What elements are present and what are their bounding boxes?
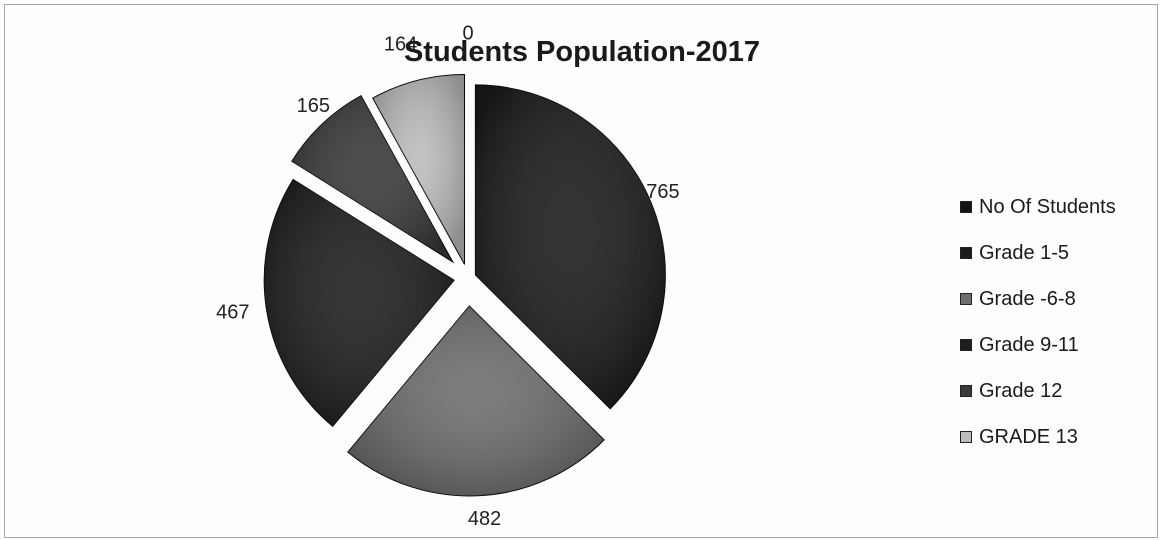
legend-label: Grade -6-8: [979, 287, 1076, 310]
pie-slice-shade-5: [372, 74, 465, 265]
legend-label: Grade 1-5: [979, 241, 1070, 264]
legend-item-1: Grade 1-5: [960, 230, 1116, 276]
pie-slice-shade-3: [264, 179, 455, 427]
legend-swatch-icon: [960, 201, 972, 213]
data-label-3: 467: [216, 301, 249, 323]
data-label-5: 164: [384, 33, 417, 55]
legend-item-5: GRADE 13: [960, 414, 1116, 460]
legend-label: GRADE 13: [979, 425, 1078, 448]
legend-swatch-icon: [960, 339, 972, 351]
legend: No Of Students Grade 1-5 Grade -6-8 Grade 9…: [960, 184, 1116, 460]
pie-slice-shade-1: [475, 84, 666, 409]
data-label-4: 165: [297, 95, 330, 117]
pie-slice-shade-4: [291, 95, 453, 263]
data-label-2: 482: [468, 508, 501, 530]
legend-swatch-icon: [960, 385, 972, 397]
pie-slice-shade-2: [347, 305, 605, 496]
legend-label: No Of Students: [979, 195, 1116, 218]
legend-swatch-icon: [960, 247, 972, 259]
legend-item-3: Grade 9-11: [960, 322, 1116, 368]
legend-item-4: Grade 12: [960, 368, 1116, 414]
legend-swatch-icon: [960, 293, 972, 305]
legend-item-0: No Of Students: [960, 184, 1116, 230]
legend-label: Grade 9-11: [979, 333, 1079, 356]
data-label-1: 765: [646, 181, 679, 203]
legend-label: Grade 12: [979, 379, 1063, 402]
data-label-0: 0: [462, 22, 473, 44]
legend-item-2: Grade -6-8: [960, 276, 1116, 322]
chart-title: Students Population-2017: [403, 36, 761, 68]
legend-swatch-icon: [960, 431, 972, 443]
